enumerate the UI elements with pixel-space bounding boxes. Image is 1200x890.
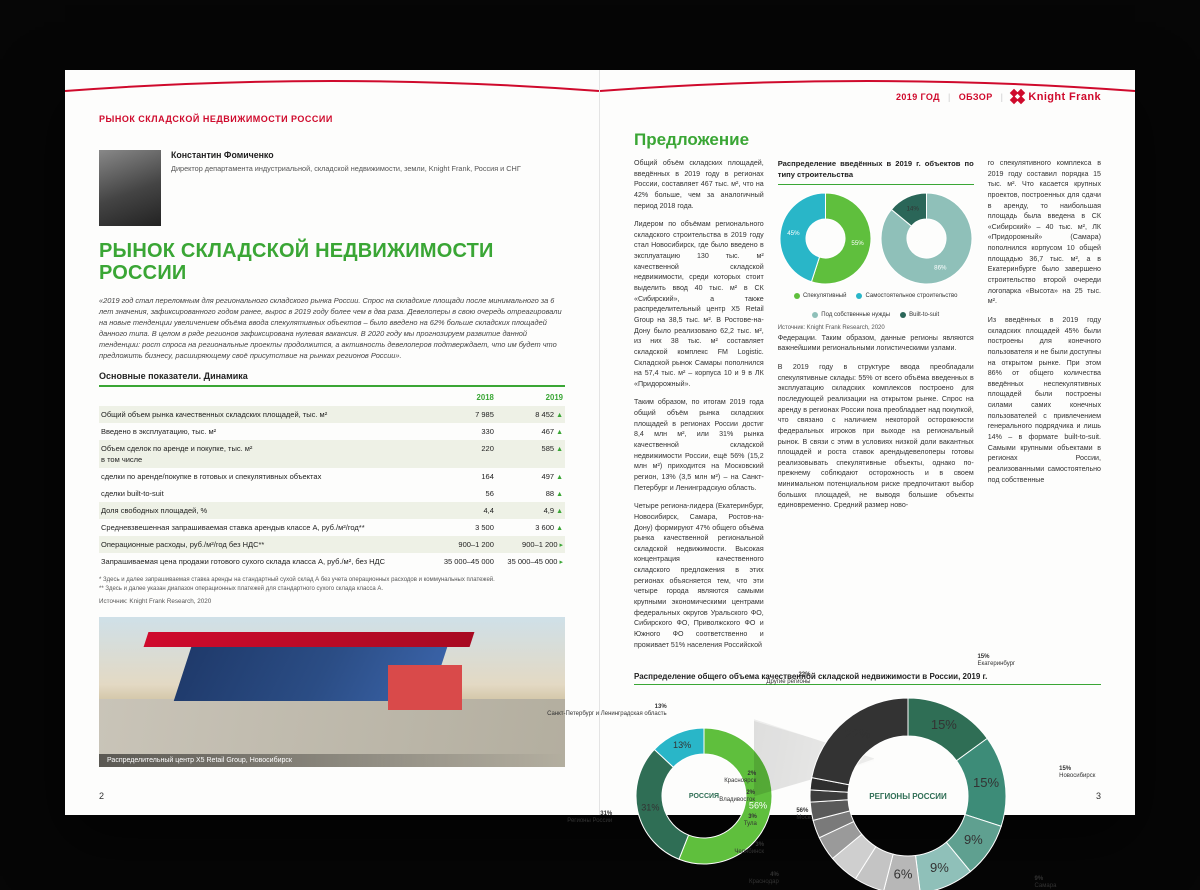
author-photo (99, 150, 161, 226)
col-header-2019: 2019 (496, 389, 565, 406)
legend-item: Под собственные нужды (812, 311, 890, 320)
table-row: Запрашиваемая цена продажи готового сухо… (99, 553, 565, 570)
table-row: Объем сделок по аренде и покупке, тыс. м… (99, 440, 565, 468)
table-row: Введено в эксплуатацию, тыс. м² 330 467 ▲ (99, 423, 565, 440)
stats-table-block: Основные показатели. Динамика 2018 2019 … (99, 371, 565, 604)
left-page: РЫНОК СКЛАДСКОЙ НЕДВИЖИМОСТИ РОССИИ Конс… (65, 70, 600, 815)
page-number-right: 3 (1096, 791, 1101, 801)
table-row: сделки по аренде/покупке в готовых и спе… (99, 468, 565, 485)
svg-text:45%: 45% (787, 230, 800, 237)
chart2-title: Распределение общего объема качественной… (634, 672, 1101, 685)
svg-text:86%: 86% (934, 264, 947, 271)
chart2-region-label: 4% Краснодар (749, 872, 779, 886)
author-bio: Константин Фомиченко Директор департамен… (99, 150, 565, 226)
chart2-region-label: 3% Тула (744, 814, 757, 828)
svg-text:14%: 14% (906, 205, 919, 212)
chart2-donut-regions: 15% 15% 9% 9% 6% 22% РЕГИОНЫ РОССИИ 15% Екатерин… (808, 696, 1008, 890)
page-meta-bar: 2019 ГОД | ОБЗОР | Knight Frank (896, 90, 1101, 103)
chart1-donut-construction-type: 55% 45% (778, 191, 873, 286)
page-number-left: 2 (99, 791, 104, 801)
col-header-2018: 2018 (433, 389, 496, 406)
chart2-russia-label: 31% Регионы России (567, 811, 612, 825)
knight-frank-logo: Knight Frank (1011, 90, 1101, 103)
chart1-title: Распределение введённых в 2019 г. объект… (778, 158, 974, 185)
chart2-region-label: 22% Другие регионы (766, 672, 810, 686)
chart2-region-label: 15% Новосибирск (1059, 766, 1095, 780)
body-col-2-with-chart: Распределение введённых в 2019 г. объект… (778, 158, 974, 658)
chart2-russia-label: 13% Санкт-Петербург и Ленинградская облас… (547, 704, 667, 718)
stats-table: 2018 2019 Общий объем рынка качественных… (99, 389, 565, 570)
chart2-region-label: 2% Красноярск (724, 771, 756, 785)
chart1-source: Источник: Knight Frank Research, 2020 (778, 324, 974, 333)
legend-item: Спекулятивный (794, 292, 847, 301)
chart2-region-label: 9% Самара (1035, 876, 1057, 890)
page-kicker-left: РЫНОК СКЛАДСКОЙ НЕДВИЖИМОСТИ РОССИИ (99, 114, 565, 124)
chart1-donut-purpose: 86% 14% (879, 191, 974, 286)
chart1-legend: Спекулятивный Самостоятельное строительст… (778, 292, 974, 320)
body-col-3: го спекулятивного комплекса в 2019 году … (988, 158, 1101, 658)
legend-item: Самостоятельное строительство (856, 292, 957, 301)
article-quote: «2019 год стал переломным для региональн… (99, 295, 565, 362)
warehouse-photo: Распределительный центр X5 Retail Group,… (99, 617, 565, 767)
table-row: сделки built-to-suit 56 88 ▲ (99, 485, 565, 502)
body-col-2-text: Федерации. Таким образом, данные регионы… (778, 333, 974, 511)
table-row: Операционные расходы, руб./м²/год без НД… (99, 536, 565, 553)
article-title: РЫНОК СКЛАДСКОЙ НЕДВИЖИМОСТИ РОССИИ (99, 240, 565, 285)
table-row: Общий объем рынка качественных складских… (99, 406, 565, 423)
right-page: 2019 ГОД | ОБЗОР | Knight Frank Предложе… (600, 70, 1135, 815)
chart1-donuts: 55% 45% 86% 14% (778, 191, 974, 286)
table-row: Доля свободных площадей, % 4,4 4,9 ▲ (99, 502, 565, 519)
table-footnotes: * Здесь и далее запрашиваемая ставка аре… (99, 576, 565, 593)
chart2-region-label: 3% Челябинск (734, 842, 764, 856)
table-source: Источник: Knight Frank Research, 2020 (99, 598, 565, 605)
body-col-1: Общий объём складских площадей, введённы… (634, 158, 764, 658)
svg-text:55%: 55% (851, 240, 864, 247)
section-title-supply: Предложение (634, 130, 1101, 150)
legend-item: Built-to-suit (900, 311, 939, 320)
chart2-region-label: 15% Екатеринбург (977, 654, 1015, 668)
stats-table-title: Основные показатели. Динамика (99, 371, 565, 387)
body-text-block: Общий объём складских площадей, введённы… (634, 158, 1101, 658)
photo-caption: Распределительный центр X5 Retail Group,… (99, 754, 565, 767)
author-name: Константин Фомиченко (171, 150, 521, 162)
chart2-region-label: 2% Владивосток (719, 790, 755, 804)
page-divider-curve (65, 76, 599, 96)
table-row: Средневзвешенная запрашиваемая ставка ар… (99, 519, 565, 536)
author-role: Директор департамента индустриальной, ск… (171, 164, 521, 174)
